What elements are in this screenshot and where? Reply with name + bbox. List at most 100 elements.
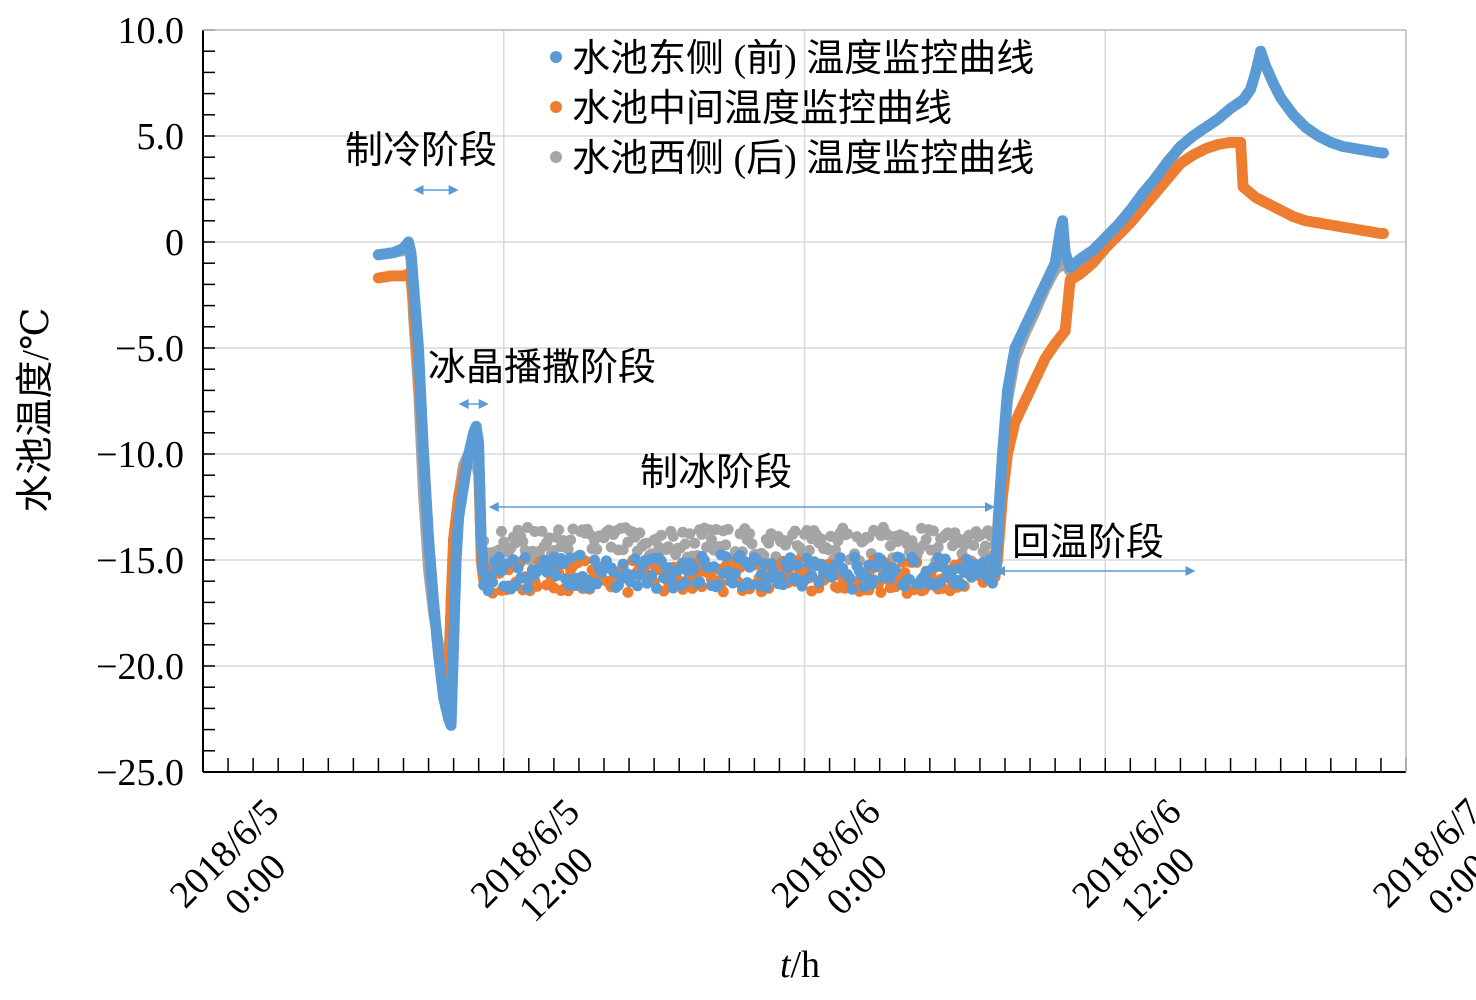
x-tick-label: 2018/6/70:00 [1365, 791, 1476, 923]
data-point [512, 562, 524, 574]
data-point [789, 525, 801, 537]
y-tick-label: −15.0 [96, 540, 184, 582]
phase-label-cooling: 制冷阶段 [345, 130, 497, 172]
data-point [651, 582, 662, 594]
y-tick-label: 10.0 [118, 10, 185, 52]
data-point [806, 569, 818, 581]
data-point [665, 573, 677, 585]
legend-label-middle: 水池中间温度监控曲线 [572, 88, 952, 130]
y-tick-label: −25.0 [96, 752, 184, 794]
x-axis-title-unit: /h [791, 944, 821, 986]
data-point [522, 582, 534, 594]
data-point [493, 551, 505, 563]
phase-arrow [458, 399, 489, 409]
phase-arrow-head-left [413, 185, 424, 195]
x-axis-title: t/h [780, 944, 820, 986]
phase-label-rewarming: 回温阶段 [1012, 522, 1164, 564]
legend-marker-middle [550, 101, 562, 113]
data-point [646, 569, 658, 581]
legend-label-west: 水池西侧 (后) 温度监控曲线 [572, 138, 1034, 180]
phase-arrow-head-right [478, 399, 489, 409]
data-point [834, 552, 846, 564]
data-point [634, 527, 646, 539]
data-point [634, 570, 646, 581]
phase-arrow-head-right [984, 502, 995, 512]
x-axis-title-symbol: t [780, 944, 792, 986]
data-point [612, 580, 624, 591]
data-point [679, 576, 691, 588]
phase-arrow-head-left [994, 566, 1005, 576]
data-point [827, 570, 839, 582]
data-point [813, 576, 825, 588]
data-point [875, 586, 887, 598]
data-point [987, 577, 999, 589]
data-point [617, 558, 629, 570]
data-point [727, 577, 739, 589]
data-point [591, 578, 603, 590]
data-point [746, 538, 758, 550]
y-axis-title: 水池温度/℃ [15, 307, 57, 512]
data-point [662, 541, 674, 553]
data-point [968, 539, 980, 551]
series-points [372, 136, 1389, 710]
data-point [519, 552, 531, 563]
data-point [622, 586, 634, 598]
phase-arrow [994, 566, 1196, 576]
phase-arrow-head-right [1185, 566, 1196, 576]
data-point [705, 534, 717, 545]
data-point [679, 538, 691, 550]
data-point [531, 580, 543, 592]
data-point [842, 528, 853, 540]
data-point [744, 528, 756, 540]
data-point [894, 552, 906, 564]
data-point [956, 579, 968, 591]
data-point [760, 581, 772, 593]
phase-arrow-head-left [458, 399, 469, 409]
phase-label-seeding: 冰晶播撒阶段 [428, 347, 656, 389]
data-point [782, 562, 794, 574]
data-point [844, 572, 856, 584]
phase-arrow-head-right [448, 185, 459, 195]
data-point [729, 568, 741, 580]
data-point [482, 585, 494, 597]
x-tick-label: 2018/6/50:00 [162, 791, 294, 923]
data-point [846, 583, 858, 595]
data-point [574, 549, 586, 561]
x-tick-label: 2018/6/60:00 [763, 791, 895, 923]
data-point [777, 579, 789, 591]
data-point [791, 559, 803, 571]
data-point [496, 525, 507, 537]
data-point [815, 533, 827, 545]
data-point [908, 555, 920, 567]
phase-arrow-head-left [488, 502, 499, 512]
data-point [939, 553, 951, 565]
data-point [694, 576, 705, 588]
data-point [562, 543, 574, 555]
phase-label-icemaking: 制冰阶段 [640, 452, 792, 494]
x-tick-label: 2018/6/512:00 [463, 791, 602, 930]
y-tick-label: 0 [165, 222, 184, 264]
data-point [536, 525, 548, 537]
y-tick-label: −20.0 [96, 646, 184, 688]
series-points [372, 45, 1389, 731]
data-point [591, 543, 603, 555]
data-point [884, 572, 896, 584]
phase-arrows [413, 185, 1196, 576]
data-point [980, 540, 991, 552]
data-point [920, 534, 932, 545]
data-point [557, 558, 569, 570]
data-points [372, 45, 1389, 731]
data-point [517, 536, 529, 548]
data-point [507, 554, 519, 566]
data-point [889, 564, 901, 576]
data-point [1377, 147, 1389, 159]
data-point [565, 534, 577, 546]
y-tick-label: −10.0 [96, 434, 184, 476]
data-point [708, 561, 720, 573]
legend: 水池东侧 (前) 温度监控曲线 水池中间温度监控曲线 水池西侧 (后) 温度监控… [550, 38, 1034, 180]
data-point [689, 562, 701, 574]
legend-marker-east [550, 51, 562, 63]
data-point [684, 528, 696, 540]
data-point [744, 561, 756, 573]
y-tick-label: −5.0 [115, 328, 184, 370]
